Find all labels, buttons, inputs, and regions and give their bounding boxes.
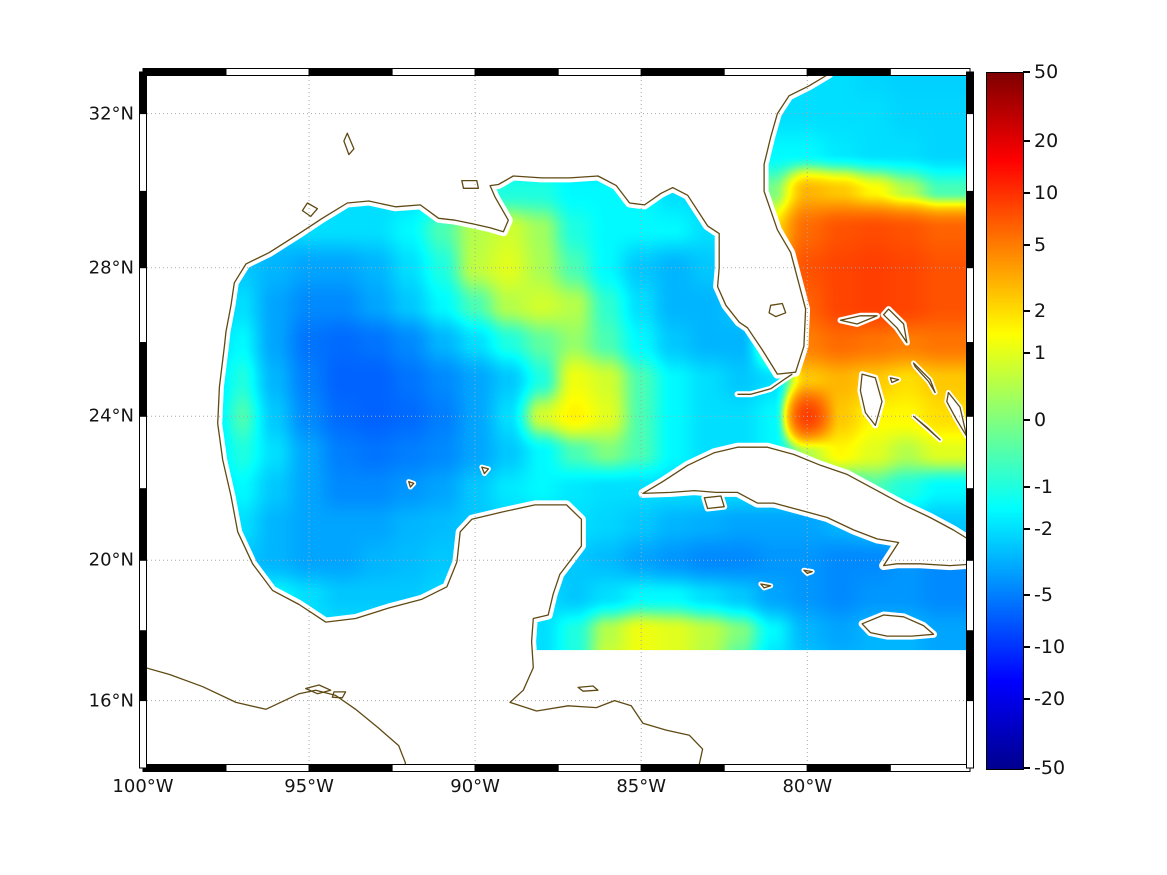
colorbar-tick-label: -10 xyxy=(1034,635,1066,658)
y-axis-tick-label: 20°N xyxy=(88,549,134,571)
colorbar-tick-mark xyxy=(1023,485,1030,488)
heatmap-canvas xyxy=(143,72,970,768)
colorbar-tick-label: 2 xyxy=(1034,299,1047,322)
colorbar-tick-mark xyxy=(1023,244,1030,247)
y-axis-tick-label: 28°N xyxy=(88,257,134,279)
y-axis-tick-label: 24°N xyxy=(88,405,134,427)
colorbar-tick-label: -1 xyxy=(1034,475,1053,498)
colorbar-gradient xyxy=(986,72,1024,770)
colorbar-tick-label: -50 xyxy=(1034,757,1066,779)
colorbar-tick-label: 1 xyxy=(1034,342,1047,365)
colorbar-tick-mark xyxy=(1023,192,1030,195)
y-axis-tick-label: 16°N xyxy=(88,690,134,712)
x-axis-tick-label: 80°W xyxy=(782,776,833,797)
colorbar-tick-mark xyxy=(1023,767,1030,769)
x-axis-tick-label: 100°W xyxy=(112,776,174,797)
colorbar-tick-label: 10 xyxy=(1034,182,1059,205)
x-axis-tick-label: 85°W xyxy=(616,776,667,797)
x-axis-tick-label: 90°W xyxy=(450,776,500,797)
colorbar-tick-mark xyxy=(1023,528,1030,531)
colorbar-tick-label: -5 xyxy=(1034,583,1053,606)
colorbar-tick-label: 20 xyxy=(1034,130,1059,153)
colorbar-tick-mark xyxy=(1023,309,1030,312)
colorbar-tick-label: -20 xyxy=(1034,687,1066,710)
colorbar-tick-label: 50 xyxy=(1034,61,1059,83)
colorbar-tick-mark xyxy=(1023,71,1030,73)
colorbar-tick-label: 5 xyxy=(1034,234,1047,257)
colorbar-tick-mark xyxy=(1023,645,1030,648)
y-axis-tick-label: 32°N xyxy=(88,103,134,125)
colorbar-tick-mark xyxy=(1023,352,1030,355)
x-axis-tick-label: 95°W xyxy=(284,776,334,797)
colorbar-tick-mark xyxy=(1023,697,1030,700)
colorbar-tick-label: -2 xyxy=(1034,518,1053,541)
colorbar-tick-mark xyxy=(1023,419,1030,421)
colorbar-tick-mark xyxy=(1023,140,1030,143)
colorbar-tick-label: 0 xyxy=(1034,409,1047,431)
colorbar-tick-mark xyxy=(1023,593,1030,596)
